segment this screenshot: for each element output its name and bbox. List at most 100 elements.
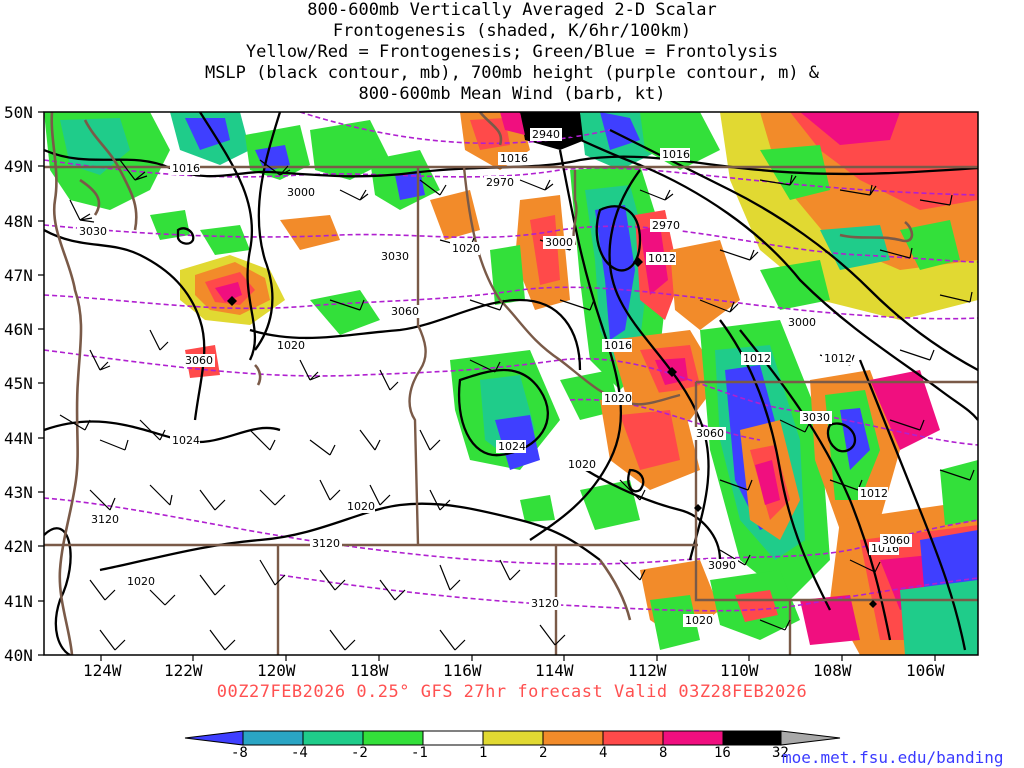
pressure-center-markers (227, 257, 877, 608)
source-url[interactable]: moe.met.fsu.edu/banding (782, 748, 1004, 767)
lon-label: 110W (720, 661, 759, 680)
colorbar-label: -2 (351, 745, 368, 761)
lat-label: 42N (4, 537, 33, 556)
height-label: 3120 (529, 597, 561, 610)
svg-text:1016: 1016 (172, 162, 200, 175)
lat-label: 43N (4, 483, 33, 502)
lat-label: 50N (4, 103, 33, 122)
lat-label: 45N (4, 374, 33, 393)
height-label: 2970 (484, 176, 516, 189)
mslp-label: 1020 (602, 392, 632, 405)
title-line-4: MSLP (black contour, mb), 700mb height (… (204, 63, 820, 83)
mslp-label: 1020 (275, 339, 305, 352)
mslp-label: 1016 (660, 148, 690, 161)
height-label: 3120 (310, 537, 342, 550)
mslp-label: 1024 (170, 434, 200, 447)
svg-text:1020: 1020 (685, 614, 713, 627)
svg-text:3030: 3030 (79, 225, 107, 238)
svg-text:1024: 1024 (498, 440, 526, 453)
title-line-5: 800-600mb Mean Wind (barb, kt) (358, 84, 666, 104)
mslp-label: 1020 (566, 458, 596, 471)
colorbar-label: 8 (659, 745, 668, 761)
lat-label: 46N (4, 320, 33, 339)
colorbar-label: 4 (599, 745, 608, 761)
mslp-contour-labels: 1016 1016 1016 1020 1012 1016 1012 1012 … (125, 148, 899, 627)
mslp-label: 1016 (602, 339, 632, 352)
lon-label: 114W (535, 661, 574, 680)
coastline (50, 112, 914, 655)
svg-text:2970: 2970 (486, 176, 514, 189)
svg-text:3090: 3090 (708, 559, 736, 572)
svg-text:3030: 3030 (802, 411, 830, 424)
lat-label: 41N (4, 592, 33, 611)
mslp-label: 1012 (646, 252, 676, 265)
mslp-label: 1016 (170, 162, 200, 175)
svg-text:3120: 3120 (91, 513, 119, 526)
colorbar-label: 2 (539, 745, 548, 761)
mslp-label: 1020 (345, 500, 375, 513)
map-plot-area: 1016 1016 1016 1020 1012 1016 1012 1012 … (44, 112, 978, 655)
svg-text:1016: 1016 (662, 148, 690, 161)
mslp-label: 1012 (741, 352, 771, 365)
svg-text:1020: 1020 (452, 242, 480, 255)
colorbar-label: 16 (714, 745, 731, 761)
height-label: 3030 (77, 225, 109, 238)
mslp-label: 1020 (683, 614, 713, 627)
lat-label: 48N (4, 212, 33, 231)
lon-label: 108W (813, 661, 852, 680)
height-label (125, 183, 135, 196)
height-label: 3030 (379, 250, 411, 263)
height-label: 3060 (694, 427, 726, 440)
svg-text:3030: 3030 (381, 250, 409, 263)
mslp-label: 1016 (498, 152, 528, 165)
lon-label: 118W (350, 661, 389, 680)
svg-text:2970: 2970 (652, 219, 680, 232)
svg-text:3060: 3060 (185, 354, 213, 367)
colorbar-label: -1 (411, 745, 428, 761)
axis-ticks (38, 111, 936, 661)
svg-text:3000: 3000 (287, 186, 315, 199)
mslp-label: 1020 (125, 575, 155, 588)
mslp-label: 1012 (858, 487, 888, 500)
mslp-label: 1024 (496, 440, 526, 453)
svg-text:1020: 1020 (347, 500, 375, 513)
lon-label: 120W (257, 661, 296, 680)
svg-text:1020: 1020 (277, 339, 305, 352)
lat-label: 44N (4, 429, 33, 448)
svg-text:1012: 1012 (824, 352, 852, 365)
height-label: 3000 (543, 236, 575, 249)
mslp-label: 1012 (822, 352, 852, 365)
height-label: 3000 (786, 316, 818, 329)
colorbar-label: 1 (479, 745, 488, 761)
svg-text:3120: 3120 (531, 597, 559, 610)
forecast-valid-time: 00Z27FEB2026 0.25° GFS 27hr forecast Val… (216, 682, 808, 702)
svg-text:1012: 1012 (743, 352, 771, 365)
svg-text:1012: 1012 (648, 252, 676, 265)
svg-text:2940: 2940 (532, 128, 560, 141)
svg-text:3000: 3000 (545, 236, 573, 249)
svg-text:1020: 1020 (604, 392, 632, 405)
colorbar-label: -4 (291, 745, 308, 761)
height-label: 3060 (183, 354, 215, 367)
height-contour-labels: 2940 2970 3000 3000 3030 3030 3060 2970 … (77, 128, 912, 610)
lon-label: 112W (628, 661, 667, 680)
height-label: 3060 (389, 305, 421, 318)
height-label: 3060 (880, 534, 912, 547)
colorbar (184, 730, 841, 746)
lat-label: 47N (4, 266, 33, 285)
mslp-label: 1020 (450, 242, 480, 255)
svg-text:3120: 3120 (312, 537, 340, 550)
wind-barbs (59, 159, 975, 651)
lon-label: 124W (83, 661, 122, 680)
title-line-3: Yellow/Red = Frontogenesis; Green/Blue =… (245, 42, 779, 62)
height-label: 3090 (706, 559, 738, 572)
svg-text:3060: 3060 (391, 305, 419, 318)
height-label: 3000 (285, 186, 317, 199)
svg-text:1016: 1016 (604, 339, 632, 352)
svg-text:3060: 3060 (882, 534, 910, 547)
svg-text:1024: 1024 (172, 434, 200, 447)
colorbar-label: -8 (231, 745, 248, 761)
lon-label: 106W (906, 661, 945, 680)
svg-text:1012: 1012 (860, 487, 888, 500)
